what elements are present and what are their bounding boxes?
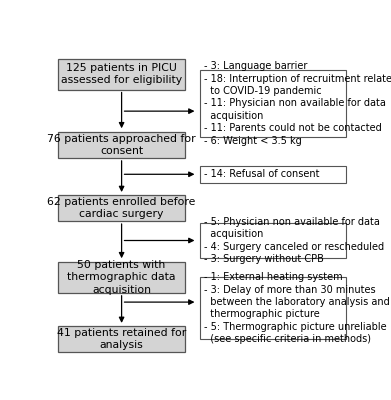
FancyBboxPatch shape xyxy=(58,59,185,90)
FancyBboxPatch shape xyxy=(201,166,346,183)
Text: - 14: Refusal of consent: - 14: Refusal of consent xyxy=(204,169,319,179)
Text: 62 patients enrolled before
cardiac surgery: 62 patients enrolled before cardiac surg… xyxy=(47,197,196,219)
Text: - 5: Physician non available for data
  acquisition
- 4: Surgery canceled or res: - 5: Physician non available for data ac… xyxy=(204,217,384,264)
FancyBboxPatch shape xyxy=(58,132,185,158)
Text: 125 patients in PICU
assessed for eligibility: 125 patients in PICU assessed for eligib… xyxy=(61,63,182,85)
Text: 41 patients retained for
analysis: 41 patients retained for analysis xyxy=(57,328,186,350)
FancyBboxPatch shape xyxy=(58,262,185,293)
FancyBboxPatch shape xyxy=(201,223,346,258)
Text: - 1: External heating system
- 3: Delay of more than 30 minutes
  between the la: - 1: External heating system - 3: Delay … xyxy=(204,272,391,344)
Text: - 3: Language barrier
- 18: Interruption of recruitment related
  to COVID-19 pa: - 3: Language barrier - 18: Interruption… xyxy=(204,61,391,146)
Text: 50 patients with
thermographic data
acquisition: 50 patients with thermographic data acqu… xyxy=(67,260,176,295)
FancyBboxPatch shape xyxy=(58,326,185,352)
FancyBboxPatch shape xyxy=(201,70,346,137)
Text: 76 patients approached for
consent: 76 patients approached for consent xyxy=(47,134,196,156)
FancyBboxPatch shape xyxy=(58,195,185,221)
FancyBboxPatch shape xyxy=(201,278,346,339)
